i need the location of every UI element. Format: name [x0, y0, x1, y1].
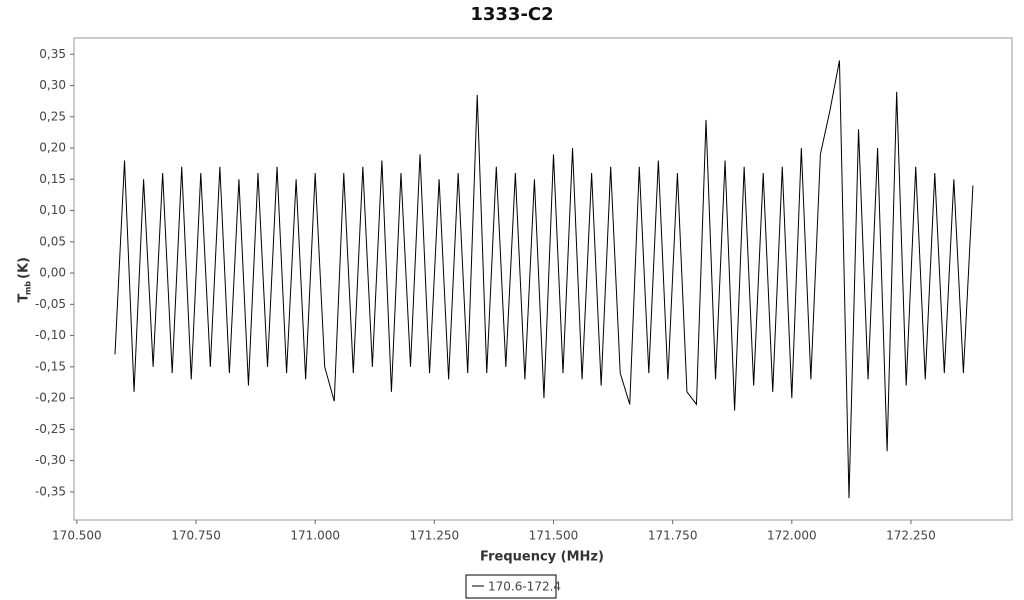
- x-tick-label: 172.000: [767, 529, 817, 543]
- y-tick-label: -0,25: [35, 422, 66, 436]
- y-axis-label: T mb (K): [17, 257, 33, 302]
- y-tick-label: -0,15: [35, 359, 66, 373]
- y-tick-label: 0,05: [39, 234, 66, 248]
- y-label-unit: (K): [17, 257, 32, 279]
- x-tick-label: 171.750: [648, 529, 698, 543]
- plot-frame: [73, 37, 1013, 521]
- y-tick-label: 0,35: [39, 47, 66, 61]
- y-tick-label: -0,20: [35, 391, 66, 405]
- y-tick-label: 0,00: [39, 266, 66, 280]
- x-tick-label: 171.500: [529, 529, 579, 543]
- y-tick-label: -0,10: [35, 328, 66, 342]
- legend-box: [465, 574, 557, 599]
- y-tick-label: 0,20: [39, 141, 66, 155]
- x-tick-label: 170.500: [52, 529, 102, 543]
- x-axis-label: Frequency (MHz): [480, 550, 604, 565]
- y-label-sub: mb: [24, 281, 33, 295]
- x-tick-label: 172.250: [886, 529, 936, 543]
- y-tick-label: 0,10: [39, 203, 66, 217]
- y-tick-label: 0,25: [39, 109, 66, 123]
- y-tick-label: 0,30: [39, 78, 66, 92]
- series-line: [114, 60, 974, 499]
- x-tick-label: 170.750: [171, 529, 221, 543]
- y-tick-label: -0,30: [35, 453, 66, 467]
- y-tick-label: -0,05: [35, 297, 66, 311]
- legend-label: 170.6-172.4: [488, 580, 561, 594]
- chart-title: 1333-C2: [470, 4, 553, 25]
- y-tick-label: -0,35: [35, 484, 66, 498]
- x-tick-label: 171.250: [410, 529, 460, 543]
- y-label-main: T: [17, 293, 32, 302]
- x-tick-label: 171.000: [290, 529, 340, 543]
- y-tick-label: 0,15: [39, 172, 66, 186]
